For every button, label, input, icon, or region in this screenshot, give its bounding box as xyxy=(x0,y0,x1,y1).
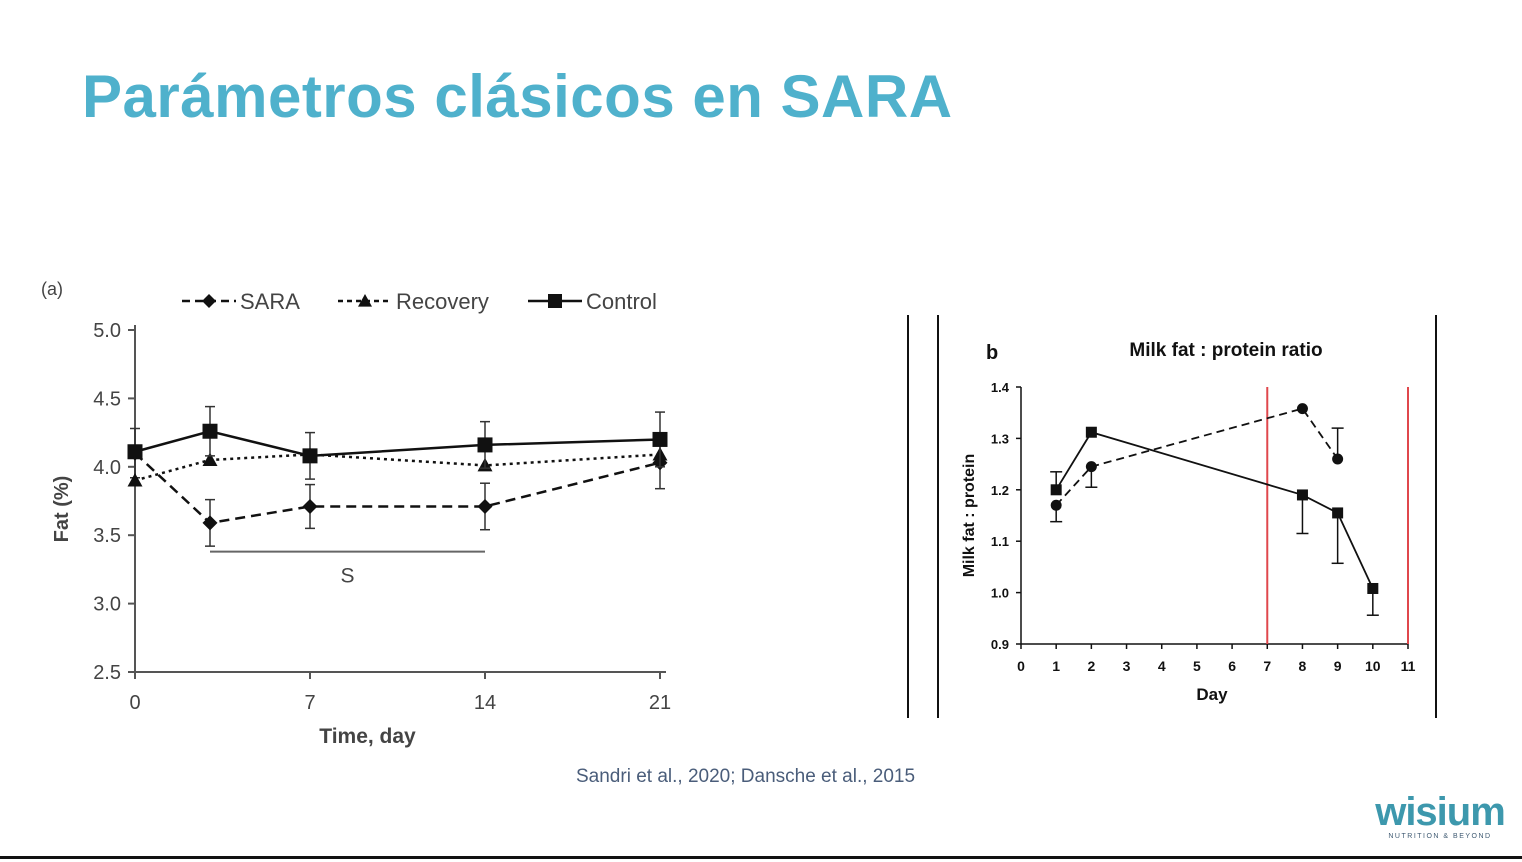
y-axis-label: Fat (%) xyxy=(51,476,73,543)
x-axis-label: Day xyxy=(1196,685,1228,704)
y-tick-label: 3.0 xyxy=(93,594,121,616)
legend-label: Control xyxy=(586,289,657,314)
x-tick-label: 9 xyxy=(1334,658,1342,674)
x-tick-label: 7 xyxy=(1263,658,1271,674)
fat-percent-chart: (a) 2.5 3.0 3.5 4.0 4.5 5.0 0 7 14 21 Time, day Fat … xyxy=(41,279,671,748)
data-point xyxy=(652,431,668,447)
legend-label: Recovery xyxy=(396,289,489,314)
data-point xyxy=(1332,453,1344,465)
y-tick-label: 1.0 xyxy=(991,586,1009,601)
y-tick-label: 4.0 xyxy=(93,457,121,479)
y-tick-label: 5.0 xyxy=(93,320,121,342)
series-sara xyxy=(127,427,668,547)
y-tick-label: 1.2 xyxy=(991,483,1009,498)
series-line xyxy=(1055,431,1374,589)
x-tick-label: 10 xyxy=(1365,658,1381,674)
series-line xyxy=(1055,407,1339,506)
y-tick-label: 3.5 xyxy=(93,525,121,547)
y-tick-label: 1.3 xyxy=(991,431,1009,446)
x-tick-label: 7 xyxy=(304,692,315,714)
citation: Sandri et al., 2020; Dansche et al., 201… xyxy=(576,766,916,787)
y-tick-label: 1.4 xyxy=(991,380,1010,395)
y-tick-label: 2.5 xyxy=(93,662,121,684)
data-point xyxy=(302,448,318,464)
y-axis-label: Milk fat : protein xyxy=(961,454,978,578)
logo-tagline: NUTRITION & BEYOND xyxy=(1388,833,1492,840)
x-tick-label: 0 xyxy=(129,692,140,714)
series-squares xyxy=(1050,426,1379,616)
data-point xyxy=(1050,499,1062,511)
data-point xyxy=(127,444,143,460)
data-point xyxy=(1050,484,1062,496)
y-tick-label: 4.5 xyxy=(93,388,121,410)
data-point xyxy=(1296,489,1308,501)
x-tick-label: 14 xyxy=(474,692,496,714)
x-tick-label: 1 xyxy=(1052,658,1060,674)
bottom-rule xyxy=(0,856,1522,859)
data-point xyxy=(302,498,318,514)
logo-name: wisium xyxy=(1375,790,1506,834)
x-tick-label: 3 xyxy=(1123,658,1131,674)
data-point xyxy=(1332,507,1344,519)
x-tick-label: 8 xyxy=(1299,658,1307,674)
legend-marker xyxy=(202,294,216,308)
x-tick-label: 4 xyxy=(1158,658,1166,674)
legend-marker xyxy=(358,294,372,307)
significance-label: S xyxy=(340,565,354,588)
series-line xyxy=(134,452,661,525)
x-tick-label: 6 xyxy=(1228,658,1236,674)
x-tick-label: 21 xyxy=(649,692,671,714)
milk-fat-protein-chart: b Milk fat : protein ratio 0.9 1.0 1.1 1.2 1.3… xyxy=(907,315,1437,718)
legend-label: SARA xyxy=(240,289,300,314)
data-point xyxy=(477,437,493,453)
data-point xyxy=(1085,426,1097,438)
x-axis-label: Time, day xyxy=(319,725,416,748)
y-tick-label: 0.9 xyxy=(991,637,1009,652)
data-point xyxy=(1296,403,1308,415)
panel-label: b xyxy=(986,342,998,364)
series-circles xyxy=(1050,403,1344,523)
legend-marker xyxy=(548,294,562,308)
data-point xyxy=(202,452,218,466)
data-point xyxy=(202,423,218,439)
slide-title: Parámetros clásicos en SARA xyxy=(82,63,953,130)
x-tick-label: 5 xyxy=(1193,658,1201,674)
data-point xyxy=(202,515,218,531)
wisium-logo: wisium NUTRITION & BEYOND xyxy=(1366,792,1514,842)
data-point xyxy=(1085,461,1097,473)
data-point xyxy=(127,472,143,487)
chart-title: Milk fat : protein ratio xyxy=(1129,340,1322,361)
panel-label: (a) xyxy=(41,279,63,299)
x-tick-label: 11 xyxy=(1401,658,1416,674)
y-tick-label: 1.1 xyxy=(991,534,1009,549)
x-tick-label: 2 xyxy=(1087,658,1095,674)
series-line xyxy=(134,453,661,482)
series-control xyxy=(127,405,668,480)
x-tick-label: 0 xyxy=(1017,658,1025,674)
data-point xyxy=(477,498,493,514)
data-point xyxy=(1367,582,1379,594)
